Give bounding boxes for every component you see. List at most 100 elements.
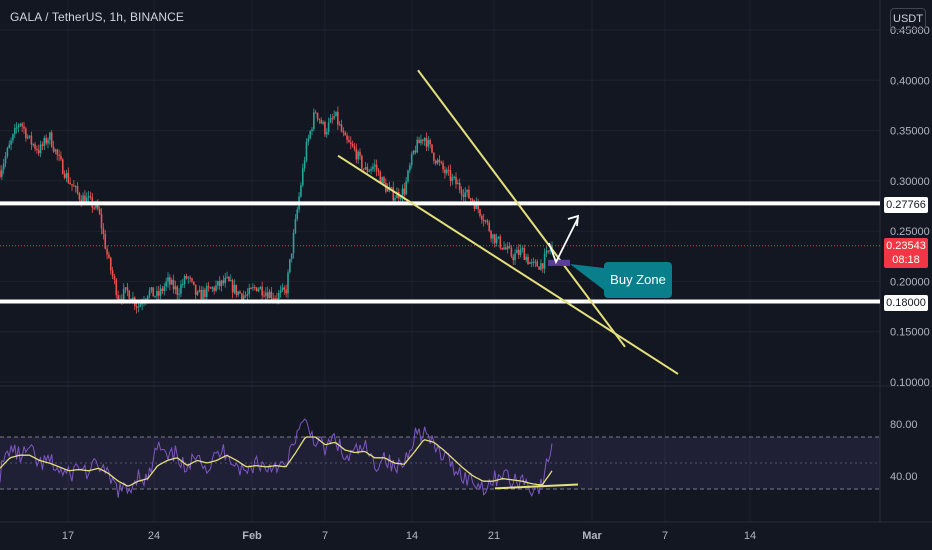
candle-body [357,151,359,160]
candle-body [0,170,1,177]
candle-body [379,171,382,183]
candle-body [165,281,167,287]
time-tick-label: 7 [322,530,328,542]
candle-body [28,135,31,137]
candle-body [353,146,356,149]
candle-body [338,124,341,126]
candle-body [25,128,27,139]
candle-body [285,289,287,294]
candle-body [405,181,407,195]
rsi-divergence-line [494,483,579,490]
candle-body [139,304,142,307]
candle-body [102,228,105,234]
candle-body [503,247,505,250]
candle-body [420,139,422,144]
price-tick-label: 0.45000 [890,25,930,37]
candle-body [394,198,396,201]
candle-body [433,152,435,161]
candle-body [530,262,533,264]
candle-body [444,169,446,174]
candle-body [322,121,324,124]
candle-body [477,202,479,210]
candle-body [346,135,348,140]
price-tick-label: 0.15000 [890,327,930,339]
candle-body [36,148,38,151]
candle-body [525,256,527,260]
candle-body [386,187,389,192]
buy-zone-callout[interactable]: Buy Zone [604,262,672,298]
current-price-value: 0.23543 [886,240,926,252]
candle-body [493,234,496,244]
candle-body [543,253,546,269]
candle-body [320,120,323,124]
candle-body [157,290,160,296]
candle-body [514,253,516,261]
time-tick-label: 24 [148,530,160,542]
candle-body [329,118,332,123]
candle-body [235,284,238,295]
candle-body [74,186,77,188]
candle-body [176,286,179,295]
candle-body [67,172,70,183]
candle-body [517,249,520,256]
candle-body [45,137,47,144]
candle-body [479,209,481,216]
candle-body [97,203,99,209]
lower-trendline [337,154,679,375]
candle-body [294,219,297,233]
candle-body [253,287,256,289]
candle-body [60,155,62,160]
candle-body [410,154,413,166]
candle-body [13,128,16,135]
chart-annotations [548,214,604,290]
rsi-tick-label: 40.00 [890,471,918,483]
candle-body [547,250,550,252]
candle-body [169,277,171,285]
candle-body [390,187,393,189]
candle-body [43,137,46,146]
candle-body [23,126,25,129]
candle-body [73,185,75,187]
price-tick-label: 0.35000 [890,126,930,138]
candle-body [111,270,114,277]
candle-body [301,168,304,186]
candle-body [324,121,326,135]
candle-body [128,290,131,299]
candle-body [10,140,12,145]
candle-body [349,142,352,145]
candle-body [178,293,180,295]
candle-body [119,298,121,300]
candle-body [536,261,539,267]
candle-body [270,291,273,299]
rsi-indicator [0,418,880,498]
candle-body [47,139,49,144]
candle-body [364,166,367,170]
candle-body [440,161,443,163]
candle-body [15,127,18,129]
candle-body [283,287,286,290]
candle-body [348,139,350,143]
candle-body [56,149,59,155]
candle-body [39,144,42,154]
candle-body [366,166,369,172]
candle-body [342,131,345,133]
candle-body [41,144,44,146]
candle-body [71,184,73,186]
currency-selector[interactable]: USDT [890,8,926,30]
time-tick-label: 17 [62,530,74,542]
candle-body [163,286,166,292]
candle-body [198,289,201,292]
candle-body [4,156,7,164]
candle-body [121,298,123,300]
candle-body [104,233,107,249]
candle-body [434,160,437,164]
candle-body [296,209,299,220]
candle-body [187,277,190,279]
bar-countdown: 08:18 [892,254,920,266]
time-tick-label: 14 [744,530,756,542]
candle-body [54,149,57,152]
candle-body [117,295,119,300]
candle-body [314,112,317,114]
candle-body [95,203,97,208]
